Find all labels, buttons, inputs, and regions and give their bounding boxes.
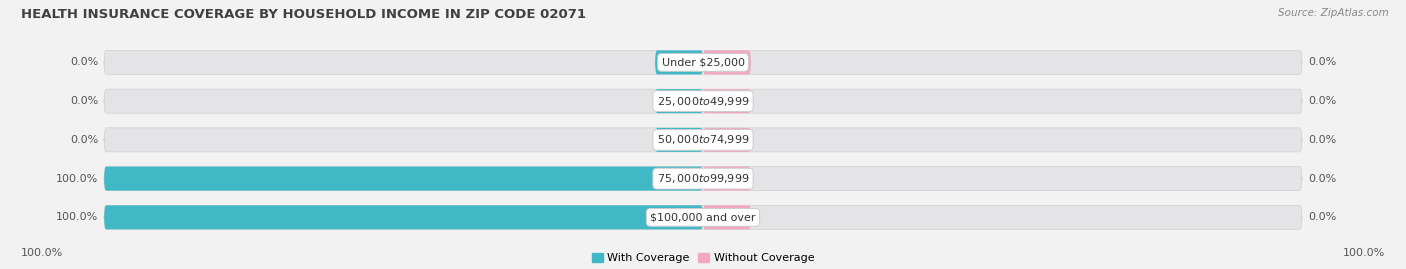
Text: 0.0%: 0.0% bbox=[70, 57, 98, 68]
Text: 0.0%: 0.0% bbox=[70, 96, 98, 106]
Text: Source: ZipAtlas.com: Source: ZipAtlas.com bbox=[1278, 8, 1389, 18]
Text: 0.0%: 0.0% bbox=[1308, 135, 1336, 145]
Text: 0.0%: 0.0% bbox=[1308, 212, 1336, 222]
FancyBboxPatch shape bbox=[703, 167, 751, 191]
FancyBboxPatch shape bbox=[104, 167, 1302, 191]
Text: 100.0%: 100.0% bbox=[56, 212, 98, 222]
FancyBboxPatch shape bbox=[655, 89, 703, 113]
FancyBboxPatch shape bbox=[104, 167, 703, 191]
Text: $75,000 to $99,999: $75,000 to $99,999 bbox=[657, 172, 749, 185]
Text: 100.0%: 100.0% bbox=[56, 174, 98, 184]
FancyBboxPatch shape bbox=[655, 128, 703, 152]
FancyBboxPatch shape bbox=[104, 50, 1302, 75]
Text: 0.0%: 0.0% bbox=[1308, 57, 1336, 68]
FancyBboxPatch shape bbox=[703, 89, 751, 113]
Text: HEALTH INSURANCE COVERAGE BY HOUSEHOLD INCOME IN ZIP CODE 02071: HEALTH INSURANCE COVERAGE BY HOUSEHOLD I… bbox=[21, 8, 586, 21]
Text: 0.0%: 0.0% bbox=[70, 135, 98, 145]
FancyBboxPatch shape bbox=[703, 205, 751, 229]
Text: 100.0%: 100.0% bbox=[1343, 248, 1385, 258]
FancyBboxPatch shape bbox=[104, 205, 703, 229]
FancyBboxPatch shape bbox=[104, 205, 1302, 229]
Text: Under $25,000: Under $25,000 bbox=[661, 57, 745, 68]
Text: 100.0%: 100.0% bbox=[21, 248, 63, 258]
FancyBboxPatch shape bbox=[655, 50, 703, 75]
Legend: With Coverage, Without Coverage: With Coverage, Without Coverage bbox=[592, 253, 814, 263]
Text: 0.0%: 0.0% bbox=[1308, 174, 1336, 184]
Text: $25,000 to $49,999: $25,000 to $49,999 bbox=[657, 95, 749, 108]
FancyBboxPatch shape bbox=[104, 89, 1302, 113]
FancyBboxPatch shape bbox=[104, 128, 1302, 152]
Text: $100,000 and over: $100,000 and over bbox=[650, 212, 756, 222]
Text: $50,000 to $74,999: $50,000 to $74,999 bbox=[657, 133, 749, 146]
FancyBboxPatch shape bbox=[703, 128, 751, 152]
Text: 0.0%: 0.0% bbox=[1308, 96, 1336, 106]
FancyBboxPatch shape bbox=[703, 50, 751, 75]
